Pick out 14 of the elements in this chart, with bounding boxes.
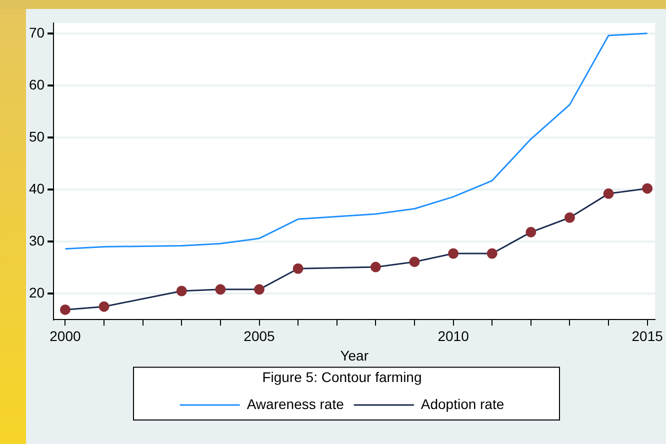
x-axis-title: Year — [340, 348, 369, 364]
y-tick-label: 70 — [28, 24, 45, 40]
x-tick-label: 2010 — [438, 328, 470, 344]
y-tick-label: 60 — [28, 76, 45, 92]
x-tick-label: 2015 — [632, 328, 664, 344]
legend-title: Figure 5: Contour farming — [262, 369, 422, 386]
x-tick-label: 2005 — [244, 328, 276, 344]
y-tick-label: 50 — [28, 128, 45, 144]
y-tick-label: 20 — [28, 284, 45, 300]
legend-label: Awareness rate — [246, 396, 344, 412]
y-tick-label: 40 — [28, 180, 45, 196]
x-tick-label: 2000 — [50, 328, 81, 344]
y-tick-label: 30 — [28, 232, 45, 248]
legend-label: Adoption rate — [420, 396, 504, 412]
